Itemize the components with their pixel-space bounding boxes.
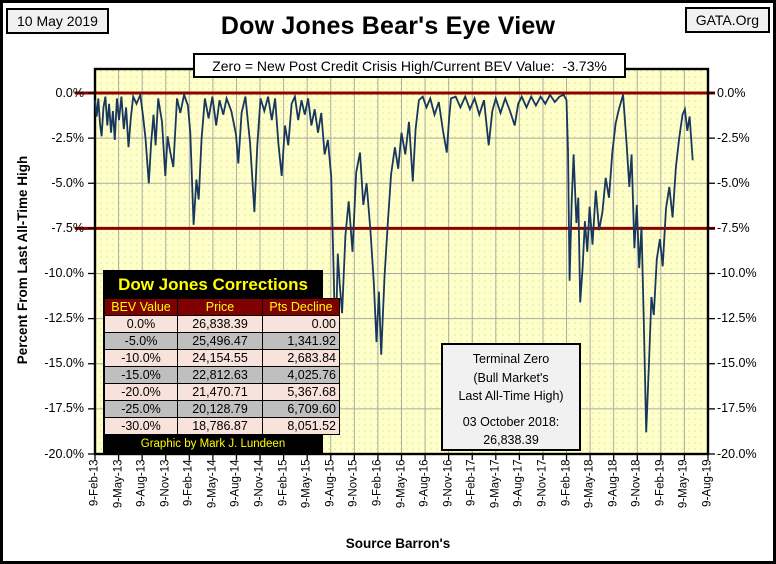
column-header: BEV Value [104, 298, 178, 316]
x-tick-label: 9-Nov-13 [159, 459, 172, 507]
x-tick-label: 9-Nov-18 [630, 459, 643, 507]
table-cell: 6,709.60 [262, 400, 340, 418]
table-row: -15.0% 22,812.63 4,025.76 [104, 366, 340, 384]
table-cell: 22,812.63 [177, 366, 263, 384]
y-tick-label-right: -12.5% [717, 311, 757, 326]
column-header: Pts Decline [262, 298, 340, 316]
table-cell: 0.00 [262, 315, 340, 333]
terminal-zero-line: Terminal Zero [472, 352, 550, 366]
x-tick-label: 9-Aug-16 [418, 459, 431, 507]
table-cell: 25,496.47 [177, 332, 263, 350]
x-tick-label: 9-May-19 [677, 459, 690, 509]
x-tick-label: 9-Nov-17 [536, 459, 549, 507]
y-tick-label-right: 0.0% [717, 85, 746, 100]
table-cell: 4,025.76 [262, 366, 340, 384]
table-row: -20.0% 21,470.71 5,367.68 [104, 383, 340, 401]
table-cell: -20.0% [104, 383, 178, 401]
table-cell: 24,154.55 [177, 349, 263, 367]
table-row: -5.0% 25,496.47 1,341.92 [104, 332, 340, 350]
x-tick-label: 9-May-13 [112, 459, 125, 509]
page-title: Dow Jones Bear's Eye View [220, 12, 556, 40]
x-tick-label: 9-Nov-16 [442, 459, 455, 507]
table-row: -25.0% 20,128.79 6,709.60 [104, 400, 340, 418]
org-label: GATA.Org [695, 12, 759, 28]
y-tick-label-right: -17.5% [717, 401, 757, 416]
table-cell: 18,786.87 [177, 417, 263, 435]
table-cell: -10.0% [104, 349, 178, 367]
table-cell: -25.0% [104, 400, 178, 418]
corrections-table-footer: Graphic by Mark J. Lundeen [104, 435, 322, 454]
y-tick-label-right: -2.5% [717, 130, 750, 145]
table-row: -10.0% 24,154.55 2,683.84 [104, 349, 340, 367]
x-tick-label: 9-Feb-16 [371, 459, 384, 507]
x-tick-label: 9-Feb-17 [465, 459, 478, 507]
table-cell: -15.0% [104, 366, 178, 384]
x-tick-label: 9-Feb-19 [654, 459, 667, 507]
date-stamp: 10 May 2019 [17, 13, 98, 29]
x-tick-label: 9-Feb-18 [560, 459, 573, 507]
table-row: -30.0% 18,786.87 8,051.52 [104, 417, 340, 435]
x-tick-label: 9-Nov-14 [253, 459, 266, 507]
terminal-zero-line: Last All-Time High) [458, 389, 564, 403]
org-box: GATA.Org [684, 7, 770, 33]
x-tick-label: 9-May-17 [489, 459, 502, 509]
table-cell: -30.0% [104, 417, 178, 435]
x-tick-label: 9-Aug-15 [324, 459, 337, 507]
table-cell: 8,051.52 [262, 417, 340, 435]
bev-series-line [94, 91, 694, 433]
terminal-zero-line: (Bull Market's [473, 370, 549, 385]
y-tick-label-left: -5.0% [51, 175, 84, 190]
x-tick-label: 9-Aug-19 [701, 459, 714, 507]
x-tick-label: 9-May-16 [395, 459, 407, 509]
corrections-header-row: BEV Value Price Pts Decline [104, 298, 340, 316]
table-cell: 26,838.39 [177, 315, 263, 333]
y-tick-label-left: -10.0% [44, 266, 84, 280]
x-tick-label: 9-Nov-15 [347, 459, 360, 507]
x-tick-label: 9-Aug-13 [135, 459, 148, 507]
subtitle-box: Zero = New Post Credit Crisis High/Curre… [193, 53, 626, 78]
x-tick-label: 9-Feb-13 [88, 459, 101, 507]
y-tick-label-left: -20.0% [44, 446, 84, 461]
table-cell: 1,341.92 [262, 332, 340, 350]
subtitle-text: Zero = New Post Credit Crisis High/Curre… [212, 57, 607, 74]
table-cell: 2,683.84 [262, 349, 340, 367]
y-tick-label-right: -15.0% [717, 356, 757, 371]
date-stamp-box: 10 May 2019 [6, 8, 109, 34]
terminal-zero-callout: Terminal Zero (Bull Market's Last All-Ti… [441, 343, 581, 451]
y-tick-label-left: -15.0% [44, 356, 84, 371]
table-cell: -5.0% [104, 332, 178, 350]
y-tick-label-left: -12.5% [44, 311, 84, 326]
x-tick-label: 9-May-15 [300, 459, 313, 509]
x-tick-label: 9-Aug-17 [512, 459, 525, 507]
corrections-table-title: Dow Jones Corrections [104, 271, 322, 298]
x-tick-label: 9-Aug-18 [607, 459, 620, 507]
table-cell: 21,470.71 [177, 383, 263, 401]
x-tick-label: 9-Feb-14 [182, 459, 195, 507]
x-tick-label: 9-Aug-14 [229, 459, 242, 507]
terminal-zero-value: 26,838.39 [483, 433, 539, 447]
x-tick-label: 9-May-18 [583, 459, 596, 509]
column-header: Price [177, 298, 263, 316]
corrections-table-grid: BEV Value Price Pts Decline 0.0% 26,838.39 0.… [104, 298, 340, 435]
x-tick-label: 9-May-14 [206, 459, 219, 509]
table-row: 0.0% 26,838.39 0.00 [104, 315, 340, 333]
y-tick-label-left: 0.0% [55, 85, 85, 100]
terminal-zero-date: 03 October 2018: [462, 414, 560, 429]
y-tick-label-left: -7.5% [51, 220, 84, 235]
corrections-table: Dow Jones Corrections BEV Value Price Pts … [103, 270, 340, 455]
table-cell: 5,367.68 [262, 383, 340, 401]
x-tick-label: 9-Feb-15 [277, 459, 290, 507]
y-tick-label-right: -20.0% [717, 446, 757, 461]
y-tick-label-left: -17.5% [44, 401, 84, 416]
y-tick-label-left: -2.5% [51, 130, 84, 145]
y-tick-label-right: -10.0% [717, 266, 757, 280]
y-tick-label-right: -5.0% [717, 175, 750, 190]
source-label: Source Barron's [345, 536, 451, 551]
table-cell: 0.0% [104, 315, 178, 333]
table-cell: 20,128.79 [177, 400, 263, 418]
y-tick-label-right: -7.5% [717, 220, 750, 235]
